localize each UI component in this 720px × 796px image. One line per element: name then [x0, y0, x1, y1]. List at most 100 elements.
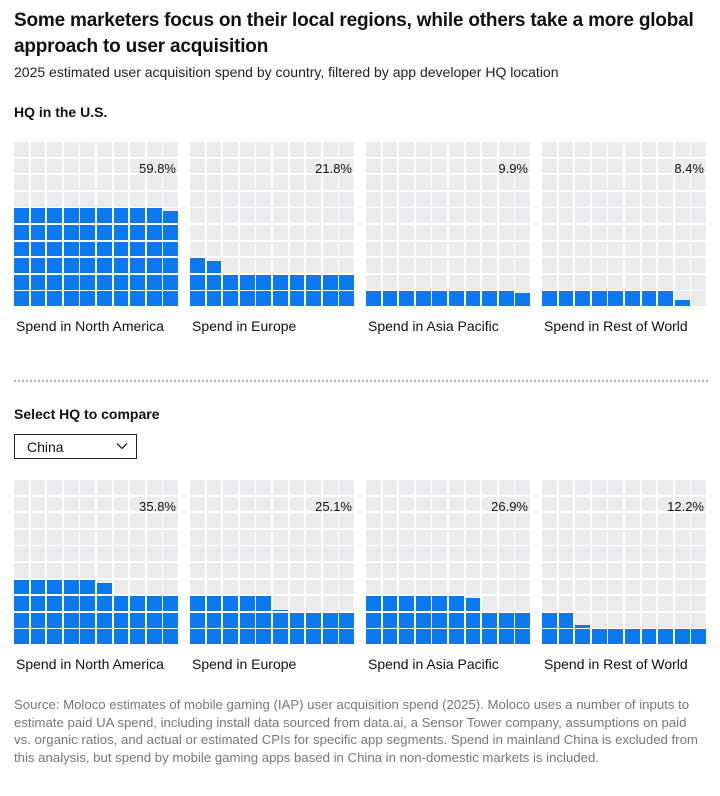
waffle-cell — [273, 563, 288, 578]
waffle-cell — [575, 579, 590, 595]
waffle-cell — [190, 563, 205, 578]
waffle-cell — [14, 579, 29, 595]
waffle-cell — [146, 142, 162, 157]
waffle-cell — [608, 546, 624, 562]
waffle-cell — [691, 241, 707, 257]
waffle-cell — [113, 513, 129, 528]
waffle-cell-fill — [515, 612, 531, 628]
waffle-cell — [339, 579, 355, 595]
waffle-cell — [515, 612, 531, 628]
waffle-cell — [339, 291, 355, 307]
hq-select-dropdown[interactable]: China — [14, 434, 137, 459]
waffle-cell — [47, 480, 62, 495]
waffle-cell — [146, 480, 162, 495]
waffle-cell — [498, 579, 514, 595]
waffle-cell — [608, 208, 624, 224]
waffle-cell — [322, 191, 338, 207]
waffle-cell — [30, 225, 46, 240]
waffle-cell — [674, 158, 690, 174]
waffle-cell — [223, 529, 238, 545]
waffle-cell — [63, 629, 79, 645]
waffle-cell — [641, 291, 657, 307]
waffle-cell — [658, 191, 673, 207]
waffle-cell-fill — [366, 612, 381, 628]
waffle-cell-fill — [30, 629, 46, 645]
waffle-cell-fill — [97, 596, 112, 611]
waffle-cell-fill — [130, 274, 145, 290]
source-note: Source: Moloco estimates of mobile gamin… — [14, 697, 698, 765]
waffle-cell-fill — [163, 241, 179, 257]
waffle-cell-fill — [339, 629, 355, 645]
waffle-cell — [306, 513, 321, 528]
waffle-cell — [658, 241, 673, 257]
waffle-cell-fill — [256, 596, 272, 611]
waffle-cell — [432, 175, 448, 190]
waffle-cell — [97, 241, 112, 257]
waffle-cell-fill — [113, 225, 129, 240]
waffle-cell — [289, 258, 305, 273]
waffle-cell — [339, 596, 355, 611]
waffle-cell — [542, 629, 557, 645]
waffle-cell — [306, 563, 321, 578]
waffle-cell-fill — [273, 274, 288, 290]
waffle-cell — [382, 191, 398, 207]
region-label: Spend in North America — [16, 656, 164, 672]
waffle-cell — [608, 629, 624, 645]
waffle-cell — [498, 191, 514, 207]
waffle-cell — [80, 208, 96, 224]
waffle-cell — [415, 241, 431, 257]
waffle-cell — [691, 142, 707, 157]
waffle-cell — [163, 142, 179, 157]
waffle-cell — [113, 191, 129, 207]
waffle-cell — [558, 208, 574, 224]
waffle-cell — [658, 480, 673, 495]
waffle-cell — [289, 480, 305, 495]
waffle-cell — [80, 513, 96, 528]
waffle-cell — [366, 158, 381, 174]
waffle-cell — [415, 274, 431, 290]
percent-label: 59.8% — [139, 161, 176, 176]
waffle-cell — [146, 291, 162, 307]
waffle-cell — [625, 546, 640, 562]
waffle-cell — [206, 208, 222, 224]
waffle-cell — [575, 529, 590, 545]
waffle-cell — [382, 480, 398, 495]
waffle-cell — [273, 208, 288, 224]
waffle-cell — [415, 596, 431, 611]
waffle-cell — [575, 596, 590, 611]
waffle-cell-fill — [591, 291, 607, 307]
waffle-cell — [146, 225, 162, 240]
waffle-cell-fill — [256, 612, 272, 628]
waffle-cell — [575, 513, 590, 528]
waffle-cell-fill — [47, 291, 62, 307]
waffle-cell — [366, 258, 381, 273]
waffle-cell — [625, 291, 640, 307]
waffle-cell — [239, 241, 255, 257]
waffle-cell — [399, 579, 414, 595]
waffle-cell — [239, 225, 255, 240]
waffle-cell — [498, 258, 514, 273]
waffle-cell — [80, 546, 96, 562]
waffle-cell-fill — [30, 225, 46, 240]
waffle-cell — [306, 291, 321, 307]
waffle-cell — [515, 563, 531, 578]
waffle-cell — [130, 274, 145, 290]
waffle-cell — [382, 496, 398, 512]
waffle-cell-fill — [163, 612, 179, 628]
waffle-cell — [130, 480, 145, 495]
waffle-cell — [306, 546, 321, 562]
waffle-cell — [163, 258, 179, 273]
waffle-cell — [239, 596, 255, 611]
waffle-cell — [289, 208, 305, 224]
waffle-cell — [339, 208, 355, 224]
waffle-cell — [366, 596, 381, 611]
waffle-cell — [273, 158, 288, 174]
waffle-cell — [558, 274, 574, 290]
waffle-cell-fill — [190, 612, 205, 628]
waffle-cell-fill — [113, 596, 129, 611]
waffle-cell — [289, 241, 305, 257]
waffle-cell-fill — [625, 291, 640, 307]
waffle-cell — [223, 208, 238, 224]
waffle-cell — [575, 563, 590, 578]
waffle-cell — [80, 612, 96, 628]
